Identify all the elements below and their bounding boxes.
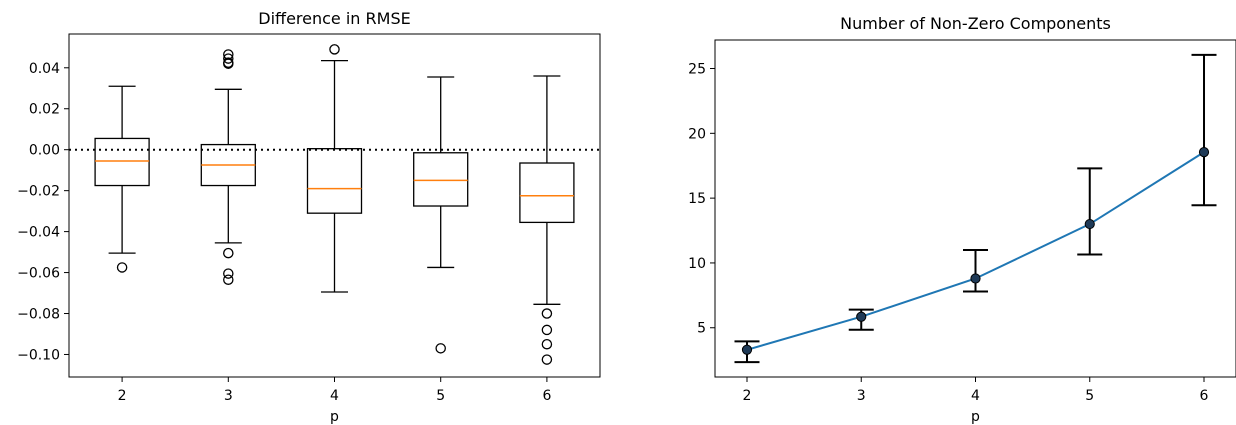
components-line-chart: Number of Non-Zero Components 510152025 … <box>688 14 1236 425</box>
y-tick-label: 10 <box>688 256 706 272</box>
y-tick-label: 0.02 <box>29 102 60 118</box>
outlier-point <box>223 53 234 64</box>
outlier-point <box>329 44 340 55</box>
left-x-axis-label: p <box>330 409 339 425</box>
y-tick-label: −0.10 <box>17 347 60 363</box>
outlier-point <box>223 247 234 259</box>
outlier-point <box>541 324 553 336</box>
y-tick-label: 5 <box>697 321 706 337</box>
y-tick-label: −0.02 <box>17 184 60 200</box>
outlier-point <box>541 338 553 350</box>
box-group <box>200 49 256 285</box>
x-tick-label: 5 <box>1085 388 1094 404</box>
outlier-point <box>541 308 553 319</box>
x-tick-label: 5 <box>436 388 445 404</box>
data-point <box>741 344 753 355</box>
box-group <box>94 85 150 273</box>
outlier-point <box>435 343 446 354</box>
iqr-box <box>94 137 150 187</box>
outlier-point <box>116 262 128 273</box>
box-group <box>306 44 363 293</box>
x-tick-label: 2 <box>118 388 127 404</box>
box-group <box>519 75 575 365</box>
right-y-axis: 5 10 15 20 25 <box>688 62 715 337</box>
iqr-box <box>519 162 575 224</box>
iqr-box <box>413 152 469 207</box>
data-point <box>1198 147 1210 158</box>
outlier-point <box>223 268 234 279</box>
left-chart-title: Difference in RMSE <box>258 9 410 28</box>
y-tick-label: −0.06 <box>17 266 60 282</box>
errorbar <box>1077 167 1103 256</box>
outlier-point <box>223 58 234 69</box>
y-tick-label: 0.00 <box>29 143 60 159</box>
boxplot-series <box>94 44 575 365</box>
y-tick-label: −0.08 <box>17 307 60 323</box>
mean-points <box>741 147 1210 355</box>
left-x-axis: 2 3 4 5 6 <box>118 377 551 404</box>
right-x-axis-label: p <box>971 409 980 425</box>
data-point <box>1084 218 1095 230</box>
y-tick-label: 20 <box>688 126 706 142</box>
errorbar-series <box>734 53 1217 364</box>
errorbar <box>963 248 988 293</box>
x-tick-label: 6 <box>542 388 551 404</box>
box-group <box>413 76 469 354</box>
left-y-axis: 0.04 0.02 0.00 −0.02 −0.04 −0.06 −0.08 −0.10 <box>17 61 69 363</box>
iqr-box <box>306 148 363 214</box>
outlier-point <box>541 354 553 365</box>
x-tick-label: 4 <box>330 388 339 404</box>
right-x-axis: 2 3 4 5 6 <box>743 377 1209 404</box>
data-point <box>856 311 867 322</box>
y-tick-label: 15 <box>688 191 706 207</box>
y-tick-label: 0.04 <box>29 61 60 77</box>
x-tick-label: 3 <box>857 388 866 404</box>
x-tick-label: 6 <box>1200 388 1209 404</box>
errorbar <box>1191 53 1217 207</box>
x-tick-label: 3 <box>224 388 233 404</box>
right-plot-frame <box>714 39 1236 378</box>
y-tick-label: −0.04 <box>17 225 60 241</box>
x-tick-label: 4 <box>971 388 980 404</box>
rmse-boxplot-chart: Difference in RMSE 0.04 0.02 0.00 −0.02 −0.0… <box>17 9 601 425</box>
outlier-point <box>223 274 234 285</box>
data-point <box>970 273 981 284</box>
right-chart-title: Number of Non-Zero Components <box>840 14 1111 33</box>
x-tick-label: 2 <box>743 388 752 404</box>
y-tick-label: 25 <box>688 62 706 78</box>
